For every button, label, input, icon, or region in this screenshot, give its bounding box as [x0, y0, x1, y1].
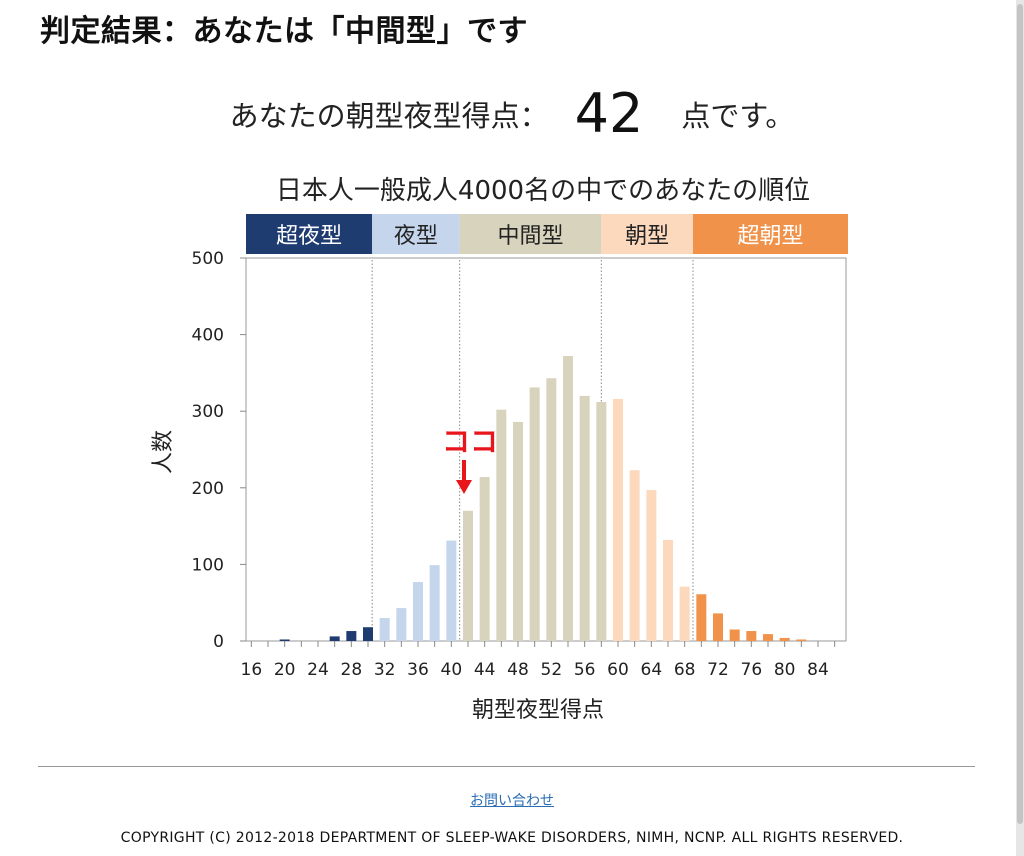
bar	[396, 608, 407, 641]
y-tick-label: 100	[192, 555, 224, 575]
bar	[329, 636, 340, 641]
x-tick-label: 76	[741, 660, 763, 680]
bar	[279, 639, 290, 641]
y-tick-label: 200	[192, 479, 224, 499]
bar	[563, 356, 573, 641]
page-title: 判定結果：あなたは「中間型」です	[40, 14, 528, 49]
score-suffix: 点です。	[681, 99, 795, 133]
x-tick-label: 44	[474, 660, 496, 680]
x-tick-label: 80	[774, 660, 796, 680]
annotation-arrow-head	[456, 480, 472, 494]
bar	[646, 490, 657, 641]
x-tick-label: 32	[374, 660, 396, 680]
score-line: あなたの朝型夜型得点： 42 点です。	[0, 82, 1024, 145]
bar	[579, 395, 590, 641]
x-axis-label: 朝型夜型得点	[472, 698, 604, 723]
bar	[346, 631, 357, 641]
bar	[479, 477, 490, 641]
bar	[379, 618, 390, 641]
x-tick-label: 56	[574, 660, 596, 680]
bar	[629, 470, 640, 641]
bar	[663, 539, 673, 641]
footer-divider	[38, 766, 975, 767]
bar	[796, 639, 807, 641]
band-label: 中間型	[497, 224, 563, 249]
plot-area	[245, 257, 847, 642]
copyright-text: COPYRIGHT (C) 2012-2018 DEPARTMENT OF SL…	[120, 830, 904, 846]
bar	[763, 634, 773, 641]
bar	[529, 387, 540, 641]
bar	[413, 582, 423, 641]
bar	[596, 402, 607, 641]
bar	[779, 637, 790, 641]
bar	[746, 631, 757, 641]
x-tick-label: 16	[241, 660, 263, 680]
score-distribution-chart: 日本人一般成人4000名の中でのあなたの順位 超夜型 夜型 中間型 朝型 超朝型 0 10…	[151, 176, 848, 723]
bar	[429, 565, 440, 641]
x-tick-label: 52	[541, 660, 563, 680]
annotation-label: ココ	[442, 425, 498, 458]
bar	[513, 421, 523, 641]
band-label: 夜型	[394, 224, 438, 249]
chart-title: 日本人一般成人4000名の中でのあなたの順位	[276, 176, 810, 206]
band-1	[372, 214, 460, 254]
x-tick-label: 72	[707, 660, 729, 680]
y-tick-label: 400	[192, 326, 224, 346]
bar	[613, 398, 623, 641]
x-tick-label: 36	[407, 660, 429, 680]
band-4	[693, 214, 848, 254]
bar	[446, 540, 457, 641]
bar	[713, 613, 723, 641]
band-label: 朝型	[625, 224, 669, 249]
x-tick-label: 68	[674, 660, 696, 680]
band-0	[246, 214, 373, 254]
y-tick-label: 500	[192, 249, 224, 269]
bar	[496, 409, 507, 641]
bar	[463, 510, 473, 641]
y-tick-label: 0	[213, 632, 224, 652]
bar	[363, 627, 373, 641]
score-value: 42	[574, 82, 644, 145]
bar	[546, 378, 557, 641]
bar	[696, 594, 707, 641]
band-2	[459, 214, 602, 254]
x-tick-label: 64	[641, 660, 663, 680]
x-tick-label: 60	[607, 660, 629, 680]
bar	[729, 629, 740, 641]
scrollbar-thumb[interactable]	[1017, 4, 1023, 824]
y-axis-label: 人数	[151, 430, 176, 474]
x-tick-label: 84	[807, 660, 829, 680]
band-3	[601, 214, 693, 254]
score-prefix: あなたの朝型夜型得点：	[229, 99, 549, 133]
x-tick-label: 48	[507, 660, 529, 680]
x-tick-label: 28	[341, 660, 363, 680]
vertical-scrollbar[interactable]	[1016, 0, 1024, 856]
y-tick-label: 300	[192, 402, 224, 422]
band-label: 超朝型	[737, 224, 803, 249]
x-tick-label: 24	[307, 660, 329, 680]
contact-link[interactable]: お問い合わせ	[470, 793, 554, 809]
bar	[679, 586, 690, 641]
band-label: 超夜型	[276, 224, 342, 249]
x-tick-label: 20	[274, 660, 296, 680]
x-tick-label: 40	[441, 660, 463, 680]
